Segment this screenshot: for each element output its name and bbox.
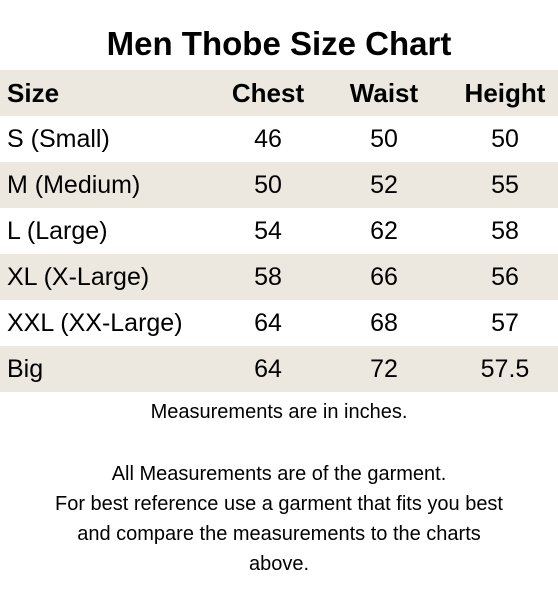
chest-cell: 58 (254, 263, 282, 291)
waist-cell: 62 (370, 217, 398, 245)
table-row: L (Large) 54 62 58 (0, 208, 558, 254)
page-title: Men Thobe Size Chart (106, 25, 452, 62)
height-cell: 56 (491, 263, 519, 291)
chest-cell: 64 (254, 309, 282, 337)
size-cell: XXL (XX-Large) (7, 309, 183, 337)
waist-cell: 66 (370, 263, 398, 291)
size-cell: S (Small) (7, 125, 110, 153)
size-cell: Big (7, 355, 44, 383)
height-cell: 58 (491, 217, 519, 245)
waist-cell: 72 (370, 355, 398, 383)
height-cell: 55 (491, 171, 519, 199)
header-waist: Waist (349, 78, 419, 108)
garment-note-line: All Measurements are of the garment. (111, 463, 447, 485)
garment-note: All Measurements are of the garment. For… (0, 459, 558, 579)
height-cell: 50 (491, 125, 519, 153)
waist-cell: 68 (370, 309, 398, 337)
garment-note-line: above. (248, 553, 310, 575)
chest-cell: 54 (254, 217, 282, 245)
chest-cell: 50 (254, 171, 282, 199)
garment-note-line: and compare the measurements to the char… (77, 523, 481, 545)
header-chest: Chest (231, 78, 305, 108)
chest-cell: 46 (254, 125, 282, 153)
waist-cell: 50 (370, 125, 398, 153)
header-size: Size (7, 78, 60, 108)
table-row: S (Small) 46 50 50 (0, 116, 558, 162)
size-cell: XL (X-Large) (7, 263, 150, 291)
header-height: Height (464, 78, 546, 108)
height-cell: 57 (491, 309, 519, 337)
table-row: XL (X-Large) 58 66 56 (0, 254, 558, 300)
table-row: M (Medium) 50 52 55 (0, 162, 558, 208)
table-header-row: Size Chest Waist Height (0, 70, 558, 116)
height-cell: 57.5 (480, 355, 530, 383)
table-row: Big 64 72 57.5 (0, 346, 558, 392)
table-row: XXL (XX-Large) 64 68 57 (0, 300, 558, 346)
chest-cell: 64 (254, 355, 282, 383)
size-chart-table: Size Chest Waist Height S (Small) 46 50 … (0, 70, 558, 392)
size-cell: L (Large) (7, 217, 108, 245)
waist-cell: 52 (370, 171, 398, 199)
units-note: Measurements are in inches. (150, 401, 408, 423)
garment-note-line: For best reference use a garment that fi… (54, 493, 503, 515)
size-cell: M (Medium) (7, 171, 141, 199)
